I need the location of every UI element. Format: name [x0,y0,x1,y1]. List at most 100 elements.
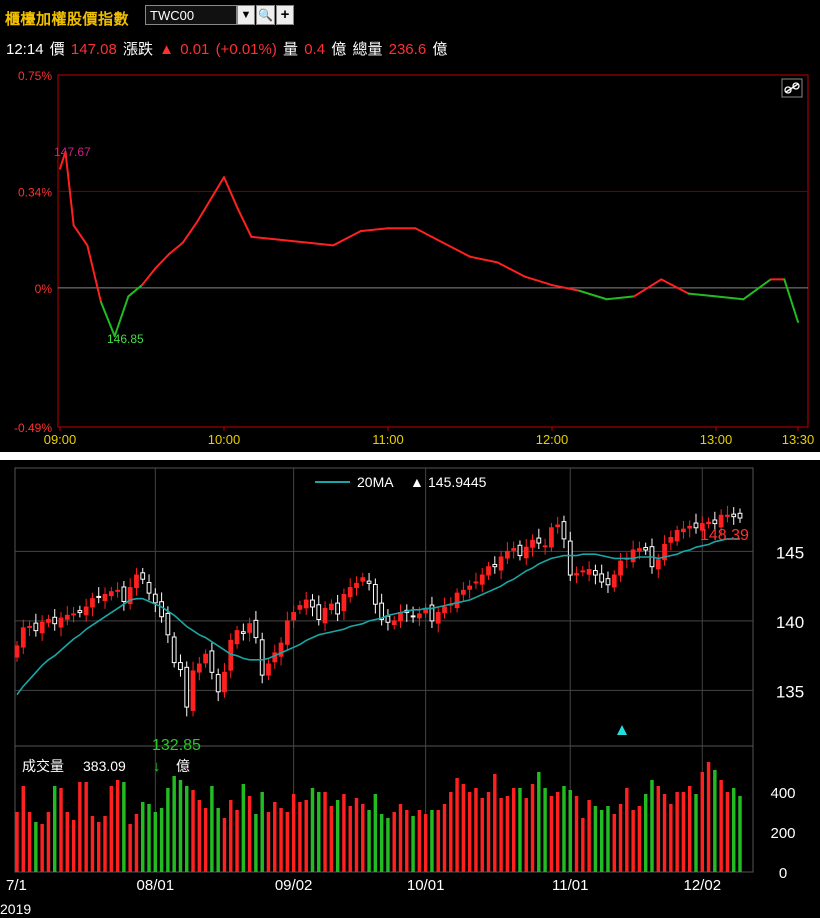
intraday-line-segment [72,224,89,247]
intraday-frame [57,74,809,428]
intraday-line-segment [523,275,553,287]
daily-x-tick: 08/01 [137,877,175,894]
volume-bar [656,786,660,872]
candle-body [39,621,45,634]
volume-bar [241,784,246,872]
volume-bar [310,788,315,872]
volume-bar [229,800,233,872]
signal-marker-icon [617,725,627,735]
volume-bar [178,780,183,872]
candle-body [328,603,334,611]
candle-body [335,602,341,615]
volume-label: 量 [283,41,299,58]
ma-legend-label: 20MA [357,474,394,490]
volume-bar [147,804,151,872]
daily-high-label: 148.39 [700,527,749,544]
candle-body [398,612,403,622]
candle-body [140,572,146,580]
volume-bar [467,792,472,872]
candle-body [134,574,139,589]
intraday-line-segment [332,230,362,247]
candle-body [102,593,108,602]
volume-bar [593,806,598,872]
volume-bar [203,808,208,872]
volume-bar [222,818,227,872]
volume-bar [417,810,422,872]
intraday-line-segment [633,278,663,298]
volume-bar [128,824,132,872]
candle-body [473,581,479,584]
volume-bar [411,816,415,872]
volume-unit-label: 億 [176,758,190,774]
volume-bar [34,822,38,872]
candle-body [96,595,102,598]
change-label: 漲跌 [122,41,153,58]
candle-body [574,573,579,576]
intraday-x-tick: 09:00 [44,432,77,447]
volume-bar [21,786,26,872]
candle-body [693,522,699,529]
volume-title: 成交量 [22,758,64,774]
plus-icon[interactable]: + [276,5,294,25]
volume-bar [84,782,88,872]
candle-body [668,537,674,543]
daily-y-tick: 140 [776,613,804,632]
intraday-line-segment [86,244,102,304]
link-icon[interactable] [781,78,803,98]
volume-bar [625,788,629,872]
intraday-line-segment [182,221,198,244]
intraday-line-segment [305,241,335,247]
volume-bar [197,800,202,872]
search-zoom-icon[interactable]: 🔍 [256,5,275,25]
candle-body [611,574,617,588]
candle-body [435,612,441,624]
volume-bar [442,804,447,872]
candle-body [253,619,259,639]
candle-body [152,593,158,604]
volume-bar [109,786,114,872]
volume-bar [543,788,547,872]
volume-bar [631,810,635,872]
volume-bar [59,788,63,872]
volume-bar [379,814,384,872]
volume-bar [499,798,503,872]
candle-body [681,528,686,533]
candle-body [196,663,202,673]
intraday-x-tick: 13:30 [782,432,815,447]
candle-body [674,530,680,542]
volume-bar [361,804,365,872]
intraday-line-segment [168,241,184,255]
volume-bar [373,794,378,872]
volume-bar [153,812,158,872]
volume-bar [46,812,51,872]
daily-chart: 145 140 135 400 200 0 7/1 08/01 09/02 10/01 11/0… [0,467,804,917]
volume-bar [568,790,572,872]
volume-bar [304,800,308,872]
volume-bar [474,788,478,872]
volume-bar [191,790,195,872]
volume-current: 383.09 [83,758,126,774]
volume-bar [581,818,585,872]
quote-time: 12:14 [6,41,44,58]
chevron-down-icon[interactable]: ▼ [237,5,255,25]
volume-bar [662,794,667,872]
intraday-line-segment [154,252,171,270]
intraday-line-segment [223,176,239,210]
candle-body [366,580,372,584]
volume-y-tick: 200 [770,825,795,842]
volume-bar [348,806,352,872]
candle-body [643,547,649,551]
intraday-line-segment [605,295,635,301]
volume-bar [738,796,742,872]
candle-body [416,613,422,619]
quote-bar: 12:14 價 147.08 漲跌 ▲ 0.01 (+0.01%) 量 0.4 … [6,38,449,59]
volume-bar [618,804,623,872]
candle-body [272,652,278,663]
candle-body [52,616,58,625]
candle-body [687,525,693,529]
volume-bar [537,772,541,872]
symbol-input[interactable]: TWC00 [145,5,237,25]
volume-bar [687,786,692,872]
candle-body [121,586,127,602]
candle-body [737,512,743,519]
